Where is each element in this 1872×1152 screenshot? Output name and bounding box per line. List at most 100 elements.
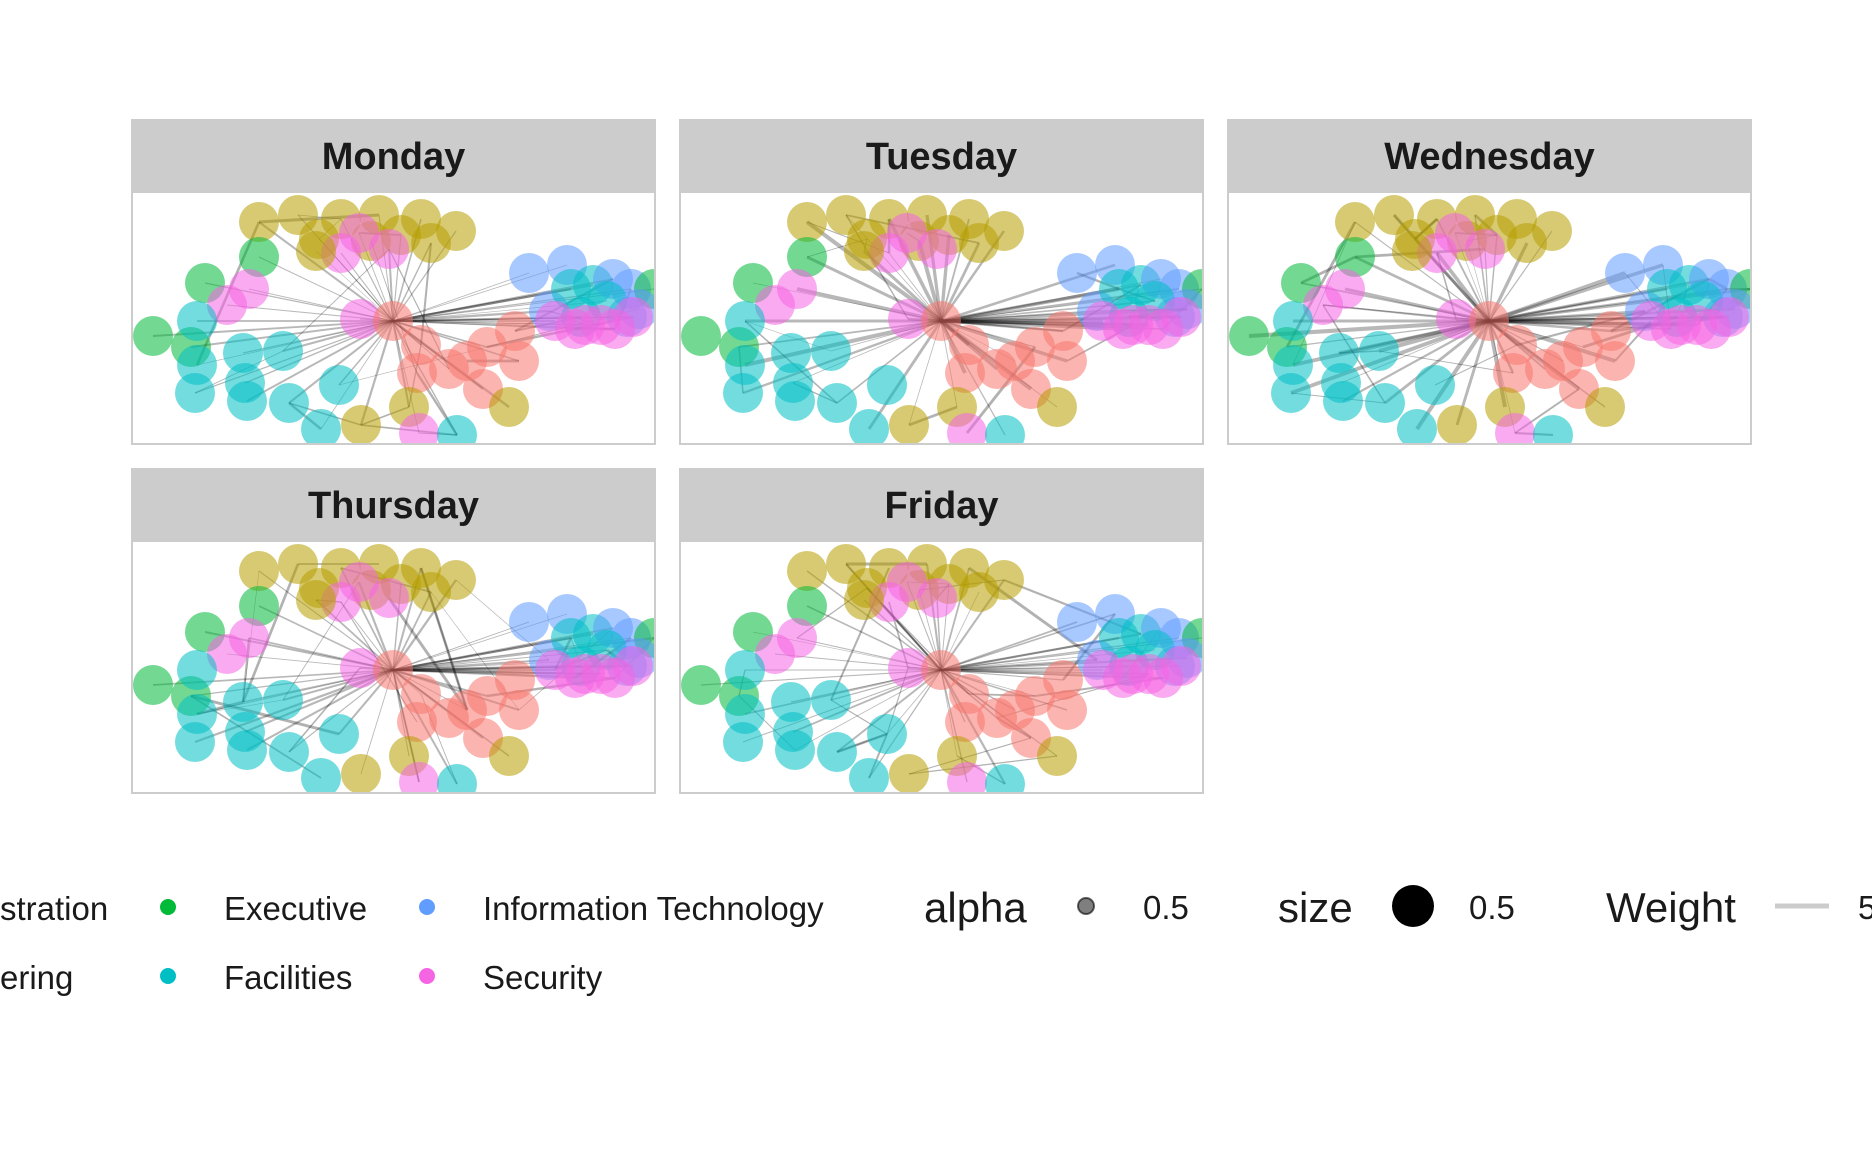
node-facilities [817,383,857,423]
edge [387,597,469,711]
node-administration [1043,311,1083,351]
node-executive [681,316,721,356]
node-facilities [1271,373,1311,413]
node-security [613,646,653,686]
network-thursday [133,544,656,794]
legend-key-executive [160,899,176,915]
node-engineering [489,387,529,427]
nodes [133,544,656,794]
node-engineering [1507,223,1547,263]
node-security [755,285,795,325]
node-facilities [817,732,857,772]
node-security [947,413,987,445]
node-administration [1047,690,1087,730]
node-administration [921,650,961,690]
node-engineering [296,231,336,271]
node-facilities [175,373,215,413]
legend-item-engineering: ering [0,959,73,996]
node-facilities [771,333,811,373]
legend: stration ering Executive Facilities Informat… [0,884,1872,996]
facet-label: Thursday [308,485,479,527]
edge [320,320,394,430]
node-facilities [437,764,477,794]
node-engineering [889,405,929,445]
panel-border [679,468,1204,794]
node-security [399,762,439,794]
node-executive [787,237,827,277]
node-facilities [849,409,889,445]
legend-weight: Weight 5 [1606,884,1872,931]
node-security [1436,299,1476,339]
node-security [755,634,795,674]
node-engineering [787,551,827,591]
node-facilities [725,650,765,690]
node-security [340,299,380,339]
node-engineering [844,231,884,271]
network-monday [133,195,656,445]
node-administration [1469,301,1509,341]
node-engineering [341,754,381,794]
node-facilities [867,365,907,405]
node-administration [373,650,413,690]
node-executive [787,586,827,626]
edge [940,310,1098,322]
node-administration [1497,325,1537,365]
node-information-technology [1057,602,1097,642]
legend-alpha-value: 0.5 [1143,889,1189,926]
facet-strip [679,468,1204,542]
node-security [887,562,927,602]
node-executive [239,586,279,626]
edge [1384,319,1490,405]
node-administration [495,311,535,351]
node-security [369,578,409,618]
node-facilities [319,365,359,405]
facet-strip [679,119,1204,193]
node-administration [499,341,539,381]
node-engineering [239,551,279,591]
node-facilities [269,732,309,772]
node-facilities [227,381,267,421]
edge [1378,350,1514,374]
node-security [340,648,380,688]
network-friday [681,544,1204,794]
legend-key-information-technology [419,899,435,915]
legend-item-security: Security [419,959,603,996]
legend-label: stration [0,890,108,927]
panel-border [679,119,1204,445]
node-administration [1047,341,1087,381]
panel-border [1227,119,1752,445]
node-administration [1595,341,1635,381]
node-engineering [411,223,451,263]
node-executive [133,665,173,705]
legend-alpha-title: alpha [924,884,1027,931]
facet-wednesday: Wednesday [1227,119,1752,445]
node-security [888,648,928,688]
edge [455,579,550,661]
node-engineering [1392,231,1432,271]
node-facilities [985,764,1025,794]
node-engineering [959,572,999,612]
node-engineering [296,580,336,620]
node-security [1661,305,1701,345]
legend-key-security [419,968,435,984]
facet-panels: Monday Tuesday Wednesday Thursday Friday [131,119,1752,794]
node-facilities [1365,383,1405,423]
node-facilities [227,730,267,770]
node-facilities [177,650,217,690]
node-security [1161,297,1201,337]
legend-item-facilities: Facilities [160,959,352,996]
node-facilities [1359,331,1399,371]
node-facilities [771,682,811,722]
nodes [681,195,1204,445]
node-facilities [849,758,889,794]
edge [940,658,1098,672]
edge [868,669,942,779]
node-security [339,213,379,253]
edge [392,658,550,672]
legend-item-information-technology: Information Technology [419,890,824,927]
node-administration [495,660,535,700]
node-security [207,285,247,325]
node-engineering [959,223,999,263]
legend-weight-title: Weight [1606,884,1736,931]
